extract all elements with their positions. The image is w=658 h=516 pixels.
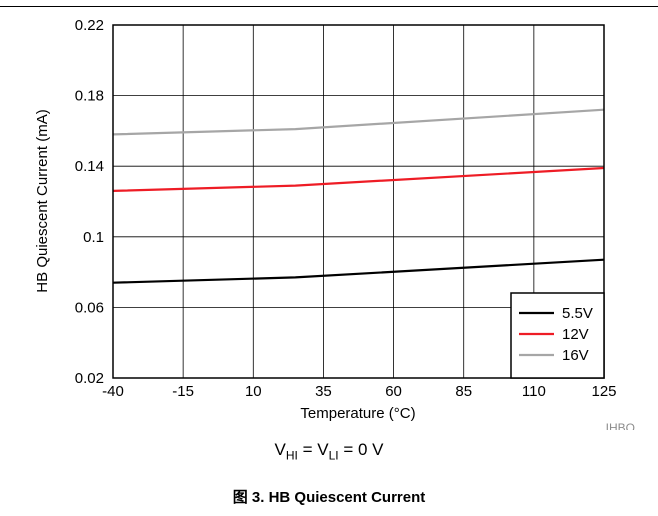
x-axis-title: Temperature (°C) (300, 405, 415, 422)
condition-v2: V (317, 440, 329, 459)
legend-label: 12V (562, 326, 589, 343)
condition-v1: V (274, 440, 286, 459)
x-tick-label: 60 (385, 383, 402, 400)
x-tick-label: 110 (522, 383, 546, 400)
x-tick-labels: -40 -15 10 35 60 85 110 125 (102, 383, 616, 400)
y-tick-label: 0.22 (75, 17, 104, 34)
series-line-16V (112, 108, 605, 136)
figure-caption: 图 3. HB Quiescent Current (232, 489, 426, 506)
top-rule (0, 6, 658, 7)
condition-v2-sub: LI (328, 448, 339, 463)
y-tick-label: 0.1 (83, 229, 104, 246)
condition-eq2: = 0 V (338, 440, 384, 459)
y-tick-label: 0.02 (75, 370, 104, 387)
series-lines (112, 108, 605, 284)
x-tick-label: 125 (591, 383, 616, 400)
legend-box (510, 292, 605, 379)
plot-frame (112, 24, 605, 379)
chart: -40 -15 10 35 60 85 110 125 0.22 0.18 0.14 0.1 0.06… (34, 17, 635, 430)
chart-identifier: IHBQ (606, 421, 635, 430)
y-tick-label: 0.06 (75, 299, 104, 316)
x-tick-label: 10 (245, 383, 262, 400)
series-line-12V (112, 166, 605, 192)
x-tick-label: 35 (315, 383, 332, 400)
x-tick-label: -15 (172, 383, 194, 400)
y-axis-title: HB Quiescent Current (mA) (34, 109, 51, 292)
legend-label: 5.5V (562, 305, 593, 322)
x-tick-label: -40 (102, 383, 124, 400)
series-line-5.5V (112, 258, 605, 284)
test-condition: VHI = VLI = 0 V (0, 440, 658, 462)
condition-eq1: = (297, 440, 318, 459)
y-tick-label: 0.18 (75, 88, 104, 105)
y-tick-label: 0.14 (75, 158, 104, 175)
condition-v1-sub: HI (285, 448, 298, 463)
y-tick-labels: 0.22 0.18 0.14 0.1 0.06 0.02 (75, 17, 104, 387)
legend: 5.5V 12V 16V (510, 292, 605, 379)
x-tick-label: 85 (455, 383, 472, 400)
legend-label: 16V (562, 347, 589, 364)
